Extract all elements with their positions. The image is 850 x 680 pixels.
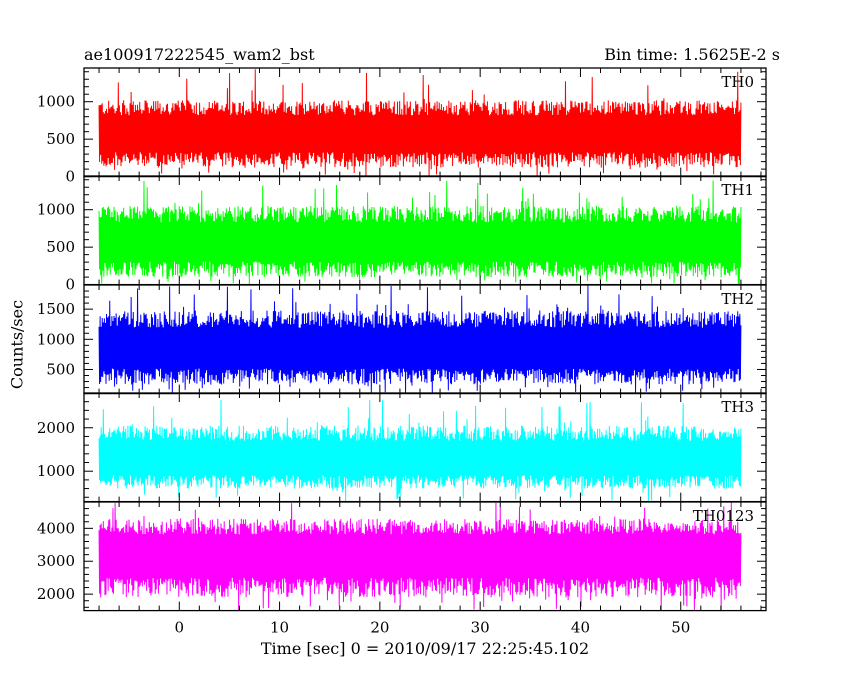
panel-th0123: 2000 3000 4000 TH0123 [37,501,767,612]
y-tick-label: 0 [65,168,75,186]
series-line-th0123 [98,502,742,611]
y-tick-label: 2000 [37,419,75,437]
panel-frame [83,501,767,612]
y-tick-label: 4000 [37,519,75,537]
y-tick-label: 500 [46,130,75,148]
bin-time-label: Bin time: 1.5625E-2 s [604,45,780,64]
series-line-th2 [98,285,742,394]
panel-label: TH0 [721,73,754,91]
y-tick-label: 3000 [37,552,75,570]
x-tick-label: 10 [270,619,289,637]
y-tick-label: 1000 [37,93,75,111]
x-tick-label: 50 [671,619,690,637]
panel-th1: 0 500 1000 TH1 [37,175,767,294]
y-tick-label: 1000 [37,201,75,219]
y-tick-label: 1000 [37,330,75,348]
y-tick-label: 1500 [37,300,75,318]
panel-label: TH2 [721,290,754,308]
y-tick-label: 2000 [37,585,75,603]
y-tick-label: 500 [46,360,75,378]
y-tick-label: 0 [65,276,75,294]
x-tick-label: 20 [370,619,389,637]
y-axis-label: Counts/sec [7,299,27,390]
x-axis-label: Time [sec] 0 = 2010/09/17 22:25:45.102 [260,639,590,658]
panel-th0: 0 500 1000 TH0 [37,67,767,186]
series-line-th1 [98,180,742,285]
x-tick-label: 0 [175,619,185,637]
panel-label: TH0123 [693,507,754,525]
panel-label: TH3 [721,398,754,416]
x-tick-label: 30 [471,619,490,637]
chart-title: ae100917222545_wam2_bst [84,45,315,64]
panel-label: TH1 [721,181,754,199]
y-tick-label: 1000 [37,462,75,480]
y-tick-label: 500 [46,238,75,256]
series-line-th0 [98,69,742,177]
panel-th2: 500 1000 1500 TH2 [37,284,767,395]
x-tick-label: 40 [571,619,590,637]
series-line-th3 [98,399,742,502]
panel-th3: 1000 2000 TH3 [37,392,767,503]
